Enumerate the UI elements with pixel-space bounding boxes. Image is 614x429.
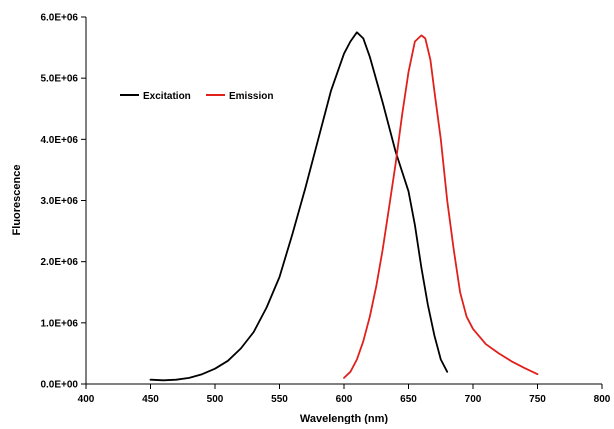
y-tick-label: 0.0E+00 xyxy=(40,380,78,391)
y-axis-label: Fluorescence xyxy=(11,165,23,236)
series-line-excitation xyxy=(149,31,449,382)
y-tick-label: 1.0E+06 xyxy=(40,318,78,329)
axes-layer xyxy=(85,17,602,385)
ticks-layer: 400 450 500 550 600 650 700 750 800 0.0E+00 1.0E+0… xyxy=(40,13,610,406)
x-tick-label: 400 xyxy=(78,394,95,405)
series-line-emission xyxy=(343,34,539,379)
y-tick-label: 5.0E+06 xyxy=(40,74,78,85)
x-tick-label: 700 xyxy=(465,394,482,405)
y-tick-label: 4.0E+06 xyxy=(40,135,78,146)
y-tick-label: 6.0E+06 xyxy=(40,13,78,24)
x-tick-label: 750 xyxy=(529,394,546,405)
x-tick-label: 450 xyxy=(142,394,159,405)
legend-label-excitation: Excitation xyxy=(143,91,191,102)
series-layer xyxy=(149,31,539,382)
y-tick-label: 2.0E+06 xyxy=(40,257,78,268)
x-tick-label: 500 xyxy=(207,394,224,405)
x-tick-label: 600 xyxy=(336,394,353,405)
legend: Excitation Emission xyxy=(120,91,273,102)
y-tick-label: 3.0E+06 xyxy=(40,196,78,207)
x-tick-label: 550 xyxy=(271,394,288,405)
legend-label-emission: Emission xyxy=(229,91,273,102)
x-tick-label: 650 xyxy=(400,394,417,405)
x-tick-label: 800 xyxy=(594,394,611,405)
x-axis-label: Wavelength (nm) xyxy=(300,413,389,424)
